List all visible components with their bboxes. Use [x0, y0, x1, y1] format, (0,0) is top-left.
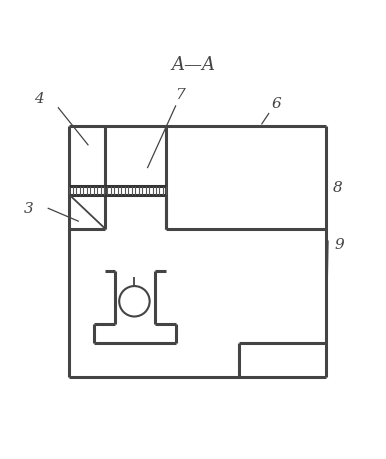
Text: 7: 7	[175, 88, 185, 102]
Text: 6: 6	[272, 97, 281, 111]
Text: 9: 9	[335, 238, 344, 252]
Text: 3: 3	[24, 202, 34, 216]
Text: A—A: A—A	[171, 56, 215, 73]
Text: 4: 4	[34, 91, 44, 106]
Text: 8: 8	[333, 181, 342, 195]
